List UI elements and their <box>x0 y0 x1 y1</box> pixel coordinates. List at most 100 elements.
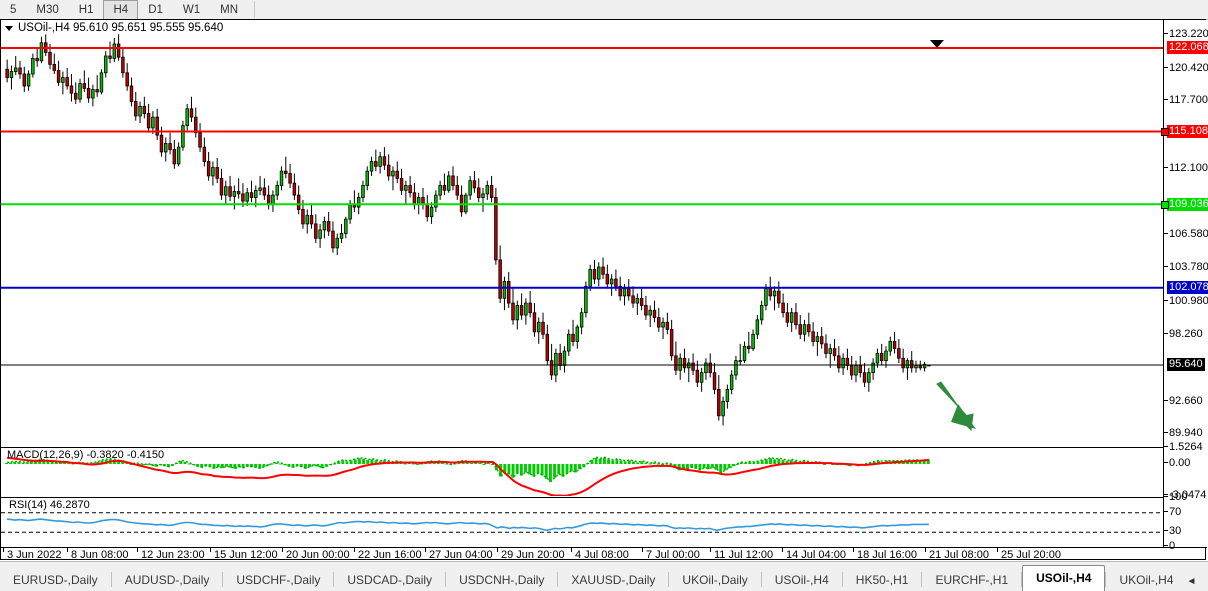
candlestick <box>173 140 176 169</box>
price-pane[interactable] <box>1 20 1163 447</box>
down-arrow-annotation[interactable] <box>937 382 976 430</box>
timeframe-button-h1[interactable]: H1 <box>69 0 104 20</box>
candlestick <box>752 329 755 351</box>
macd-histogram-bar <box>752 462 755 464</box>
rsi-caption: RSI(14) 46.2870 <box>7 499 92 511</box>
candlestick <box>164 138 167 162</box>
candlestick <box>396 162 399 184</box>
chart-tab-usoil-h4[interactable]: USOil-,H4 <box>1022 565 1105 591</box>
time-tick-mark <box>67 548 68 552</box>
time-tick-label: 18 Jul 16:00 <box>857 549 917 561</box>
chart-tab-audusd-daily[interactable]: AUDUSD-,Daily <box>112 569 223 591</box>
candlestick <box>597 262 600 286</box>
rsi-pane[interactable] <box>1 497 1163 547</box>
chart-tab-usdcad-daily[interactable]: USDCAD-,Daily <box>334 569 445 591</box>
candlestick <box>32 54 35 78</box>
price-tick-label: 98.260 <box>1169 328 1203 340</box>
time-tick-mark <box>782 548 783 552</box>
chart-tab-usoil-h4[interactable]: USOil-,H4 <box>762 569 842 591</box>
price-tick-label: 92.660 <box>1169 395 1203 407</box>
candlestick <box>250 181 253 203</box>
price-label-resistance-upper[interactable]: 122.068 <box>1167 41 1208 54</box>
candlestick <box>66 68 69 90</box>
candlestick <box>580 308 583 334</box>
macd-histogram-bar <box>354 459 357 464</box>
timeframe-button-h4[interactable]: H4 <box>103 0 138 20</box>
candlestick <box>387 154 390 180</box>
chart-tab-usdchf-daily[interactable]: USDCHF-,Daily <box>223 569 333 591</box>
price-tick: 89.940 <box>1164 427 1208 439</box>
macd-histogram-bar <box>561 464 564 477</box>
price-label-support-green[interactable]: 109.036 <box>1167 198 1208 211</box>
chart-tab-ukoil-h4[interactable]: UKOil-,H4 <box>1106 569 1186 591</box>
candlestick <box>203 138 206 167</box>
price-tick: 112.100 <box>1164 162 1208 174</box>
candlestick <box>134 92 137 121</box>
price-label-level-blue[interactable]: 102.078 <box>1167 281 1208 294</box>
candlestick <box>700 368 703 392</box>
candlestick <box>6 60 9 83</box>
candlestick <box>314 214 317 243</box>
candlestick <box>40 37 43 63</box>
candlestick <box>670 320 673 361</box>
candlestick <box>516 301 519 330</box>
timeframe-button-mn[interactable]: MN <box>210 0 248 20</box>
chevron-down-icon[interactable] <box>5 26 13 31</box>
timeframe-button-m30[interactable]: M30 <box>26 0 68 20</box>
time-tick-label: 4 Jul 08:00 <box>575 549 629 561</box>
candlestick <box>889 337 892 356</box>
timeframe-button-5[interactable]: 5 <box>0 0 26 20</box>
macd-histogram-bar <box>13 462 16 464</box>
price-tick-label: 123.220 <box>1169 28 1208 40</box>
candlestick <box>910 351 913 373</box>
timeframe-button-d1[interactable]: D1 <box>138 0 173 20</box>
candlestick <box>563 346 566 372</box>
tab-nav-arrows: ◄ ► <box>1187 576 1208 591</box>
candlestick <box>267 186 270 210</box>
tick-mark <box>1164 67 1168 68</box>
symbol-quote-line: USOil-,H4 95.610 95.651 95.555 95.640 <box>5 22 223 34</box>
macd-histogram-bar <box>744 463 747 464</box>
tick-mark <box>1164 266 1168 267</box>
candlestick <box>477 178 480 202</box>
chart-tab-eurusd-daily[interactable]: EURUSD-,Daily <box>0 569 111 591</box>
candlestick <box>439 181 442 200</box>
candlestick <box>880 344 883 366</box>
candlestick <box>62 72 65 95</box>
candlestick <box>915 361 918 373</box>
macd-histogram-bar <box>773 459 776 464</box>
chart-tab-ukoil-daily[interactable]: UKOil-,Daily <box>669 569 760 591</box>
candlestick <box>362 181 365 203</box>
macd-histogram-bar <box>30 461 33 464</box>
price-tick-label: 100.980 <box>1169 295 1208 307</box>
chart-tab-eurchf-h1[interactable]: EURCHF-,H1 <box>922 569 1021 591</box>
candlestick <box>829 344 832 368</box>
chart-tab-usdcnh-daily[interactable]: USDCNH-,Daily <box>446 569 557 591</box>
macd-histogram-bar <box>636 462 639 464</box>
price-label-current-price[interactable]: 95.640 <box>1167 358 1205 371</box>
macd-histogram-bar <box>516 464 519 473</box>
macd-histogram-bar <box>723 464 726 470</box>
chart-area[interactable]: USOil-,H4 95.610 95.651 95.555 95.640 MA… <box>0 19 1206 560</box>
timeframe-button-w1[interactable]: W1 <box>173 0 210 20</box>
chart-tab-hk50-h1[interactable]: HK50-,H1 <box>843 569 922 591</box>
tab-prev-icon[interactable]: ◄ <box>1187 576 1197 587</box>
candlestick <box>332 222 335 253</box>
price-line-handle[interactable] <box>1161 201 1169 209</box>
chart-tab-xauusd-daily[interactable]: XAUUSD-,Daily <box>558 569 668 591</box>
price-line-handle[interactable] <box>1161 128 1169 136</box>
tick-mark <box>1164 511 1168 512</box>
macd-histogram-bar <box>632 461 635 464</box>
price-label-resistance-lower[interactable]: 115.108 <box>1167 125 1208 138</box>
candlestick <box>246 188 249 206</box>
candlestick <box>327 212 330 236</box>
time-tick-mark <box>354 548 355 552</box>
tick-mark <box>1164 446 1168 447</box>
candlestick <box>735 356 738 380</box>
candlestick <box>57 61 60 86</box>
macd-pane[interactable] <box>1 447 1163 496</box>
candlestick <box>340 224 343 243</box>
